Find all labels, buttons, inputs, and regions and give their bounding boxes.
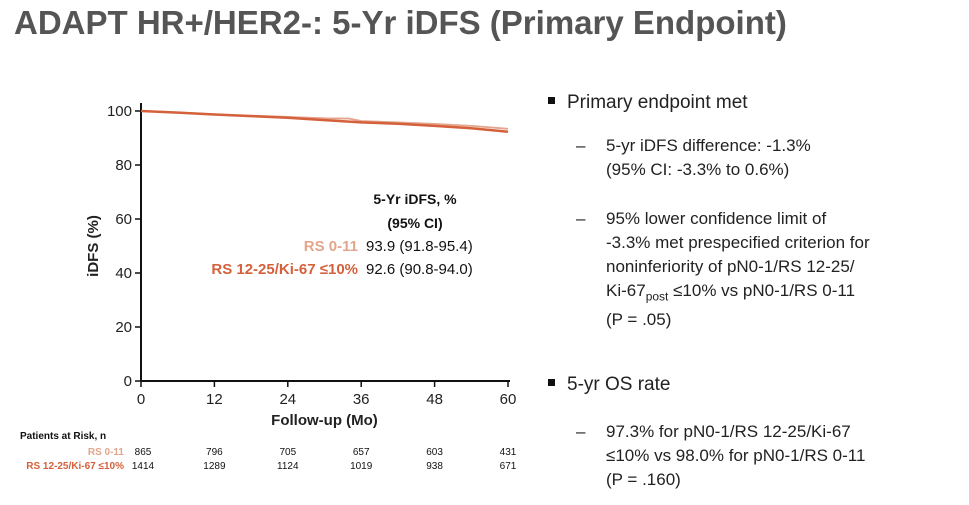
- x-axis-label: Follow-up (Mo): [271, 412, 378, 429]
- at-risk-label: RS 12-25/Ki-67 ≤10%: [26, 461, 124, 472]
- legend-header: 5-Yr iDFS, %: [373, 191, 457, 207]
- legend-value: 92.6 (90.8-94.0): [366, 261, 473, 278]
- text: ≤10% vs 98.0% for pN0-1/RS 0-11: [606, 446, 866, 465]
- at-risk-value: 938: [426, 461, 443, 472]
- slide-title: ADAPT HR+/HER2-: 5-Yr iDFS (Primary Endp…: [14, 4, 787, 41]
- dash: –: [576, 136, 586, 155]
- sub-bullet-confidence: – 95% lower confidence limit of -3.3% met …: [576, 207, 870, 332]
- y-tick-label: 80: [115, 157, 132, 174]
- bullet-text: Primary endpoint met: [567, 92, 748, 113]
- text: noninferiority of pN0-1/RS 12-25/: [606, 257, 855, 276]
- at-risk-label: RS 0-11: [88, 447, 125, 458]
- subscript: post: [645, 289, 669, 304]
- at-risk-value: 1019: [350, 461, 373, 472]
- km-curve-1: [140, 109, 509, 134]
- y-tick-label: 0: [124, 373, 132, 390]
- km-chart: 0 20 40 60 80 100 0 12 24 36 48 60 Follow-up (Mo) iDF…: [20, 103, 517, 472]
- x-tick-label: 60: [500, 391, 517, 408]
- sub-bullet-os: – 97.3% for pN0-1/RS 12-25/Ki-67 ≤10% vs 9…: [576, 420, 866, 492]
- at-risk-value: 431: [500, 447, 517, 458]
- text: 5-yr iDFS difference: -1.3%: [606, 136, 811, 155]
- at-risk-value: 671: [500, 461, 517, 472]
- text: -3.3% met prespecified criterion for: [606, 233, 870, 252]
- dash: –: [576, 422, 586, 441]
- text: (P = .05): [606, 310, 672, 330]
- legend-value: 93.9 (91.8-95.4): [366, 238, 473, 255]
- bullet-os-rate: 5-yr OS rate: [548, 372, 670, 398]
- at-risk-value: 865: [135, 447, 152, 458]
- text: ≤10% vs pN0-1/RS 0-11: [668, 281, 856, 300]
- text: Ki-67: [606, 281, 646, 300]
- text: (95% CI: -3.3% to 0.6%): [606, 160, 790, 179]
- bullet-text: 5-yr OS rate: [567, 374, 671, 395]
- at-risk-value: 657: [353, 447, 370, 458]
- at-risk-value: 1414: [132, 461, 155, 472]
- text: 97.3% for pN0-1/RS 12-25/Ki-67: [606, 422, 851, 441]
- at-risk-value: 796: [206, 447, 223, 458]
- at-risk-value: 1124: [277, 461, 299, 472]
- y-tick-label: 60: [115, 211, 132, 228]
- at-risk-title: Patients at Risk, n: [20, 431, 106, 442]
- text: 95% lower confidence limit of: [606, 209, 827, 228]
- legend-label: RS 0-11: [304, 238, 358, 255]
- x-tick-label: 0: [137, 391, 145, 408]
- bullet-primary-endpoint: Primary endpoint met: [548, 90, 748, 116]
- x-tick-label: 24: [279, 391, 296, 408]
- x-tick-label: 48: [426, 391, 443, 408]
- text: (P = .160): [606, 470, 681, 489]
- sub-bullet-difference: – 5-yr iDFS difference: -1.3% (95% CI: -3.…: [576, 134, 811, 182]
- y-tick-label: 20: [115, 319, 132, 336]
- x-tick-label: 12: [206, 391, 223, 408]
- at-risk-value: 1289: [203, 461, 226, 472]
- y-tick-label: 40: [115, 265, 132, 282]
- y-tick-label: 100: [107, 103, 132, 120]
- at-risk-value: 603: [426, 447, 443, 458]
- legend-label: RS 12-25/Ki-67 ≤10%: [211, 261, 358, 278]
- x-tick-label: 36: [353, 391, 370, 408]
- dash: –: [576, 209, 586, 228]
- y-axis-label: iDFS (%): [85, 215, 102, 277]
- legend-header-ci: (95% CI): [387, 215, 442, 231]
- at-risk-value: 705: [279, 447, 296, 458]
